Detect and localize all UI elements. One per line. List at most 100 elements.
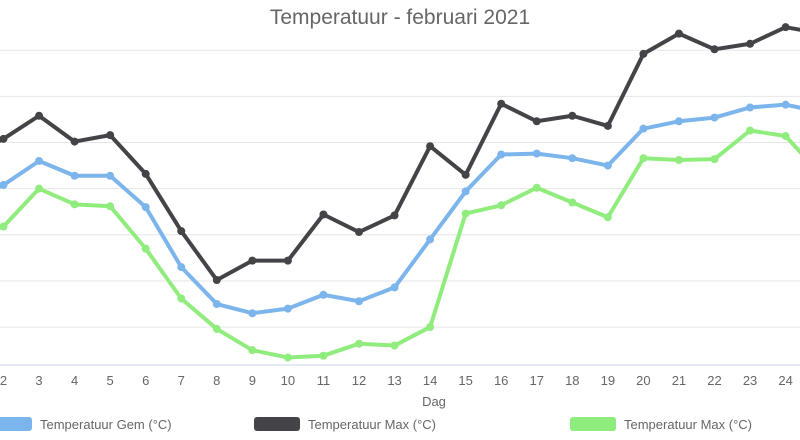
data-point [390,283,399,292]
chart-title: Temperatuur - februari 2021 [269,6,531,29]
data-point [390,341,399,350]
data-point [639,49,648,58]
data-point [319,351,328,360]
data-point [497,201,506,210]
data-point [177,294,186,303]
x-tick-label: 23 [743,373,757,388]
x-tick-label: 15 [458,373,472,388]
legend-item-2[interactable]: Temperatuur Max (°C) [254,417,436,432]
series-line [0,128,800,360]
x-tick-label: 7 [178,373,185,388]
data-point [319,290,328,299]
x-tick-label: 21 [672,373,686,388]
data-point [248,346,257,355]
x-tick-label: 5 [107,373,114,388]
series-1 [0,100,800,318]
data-point [781,23,790,32]
legend-item-3[interactable]: Temperatuur Max (°C) [570,417,752,432]
legend-label: Temperatuur Max (°C) [308,417,436,432]
legend-swatch [254,417,300,431]
data-point [283,304,292,313]
data-point [746,126,755,135]
data-point [746,103,755,112]
x-tick-label: 13 [387,373,401,388]
data-point [355,297,363,306]
x-tick-label: 12 [352,373,366,388]
x-axis-title: Dag [422,394,446,409]
data-point [781,100,790,109]
x-tick-label: 9 [249,373,256,388]
data-point [177,227,186,236]
series-2 [0,23,800,285]
x-tick-label: 19 [601,373,615,388]
x-tick-label: 14 [423,373,437,388]
data-point [781,132,790,141]
data-point [461,209,470,218]
data-point [390,211,399,220]
data-point [141,244,150,253]
data-point [710,45,719,54]
x-tick-label: 8 [213,373,220,388]
data-point [0,180,8,189]
x-tick-label: 18 [565,373,579,388]
data-point [106,202,115,211]
data-point [532,183,541,192]
data-point [212,276,221,285]
data-point [355,339,363,348]
data-point [35,156,44,165]
data-point [639,124,648,133]
data-point [710,113,719,122]
data-point [355,228,363,237]
data-point [674,117,683,126]
data-point [603,121,612,130]
x-tick-label: 16 [494,373,508,388]
data-point [319,210,328,219]
data-point [106,131,115,140]
data-point [141,203,150,212]
data-point [35,111,44,120]
data-point [106,171,115,180]
data-point [568,154,577,163]
data-point [568,111,577,120]
data-point [70,137,79,146]
x-tick-label: 17 [530,373,544,388]
x-tick-label: 22 [707,373,721,388]
data-point [212,300,221,309]
data-point [568,198,577,207]
legend-swatch [570,417,616,431]
x-tick-label: 20 [636,373,650,388]
data-point [497,150,506,159]
data-point [532,149,541,158]
legend-label: Temperatuur Gem (°C) [40,417,172,432]
data-point [497,99,506,108]
legend-item-1[interactable]: Temperatuur Gem (°C) [0,417,172,432]
series-3 [0,126,800,362]
legend-swatch [0,417,32,431]
data-point [426,323,435,332]
x-tick-label: 24 [778,373,792,388]
data-point [426,142,435,151]
x-tick-label: 4 [71,373,78,388]
x-tick-label: 6 [142,373,149,388]
data-point [70,200,79,209]
series-line [0,25,800,283]
x-axis-ticks: 2345678910111213141516171819202122232425 [0,373,793,388]
x-tick-label: 3 [35,373,42,388]
data-point [70,171,79,180]
legend-label: Temperatuur Max (°C) [624,417,752,432]
data-point [746,39,755,48]
data-point [603,213,612,222]
data-point [461,170,470,179]
data-point [248,256,257,265]
x-tick-label: 2 [0,373,7,388]
data-point [674,29,683,38]
data-point [461,187,470,196]
data-point [532,117,541,126]
data-point [639,154,648,163]
series-group [0,23,800,362]
data-point [674,156,683,165]
data-point [426,235,435,244]
data-point [212,324,221,333]
data-point [0,134,8,143]
